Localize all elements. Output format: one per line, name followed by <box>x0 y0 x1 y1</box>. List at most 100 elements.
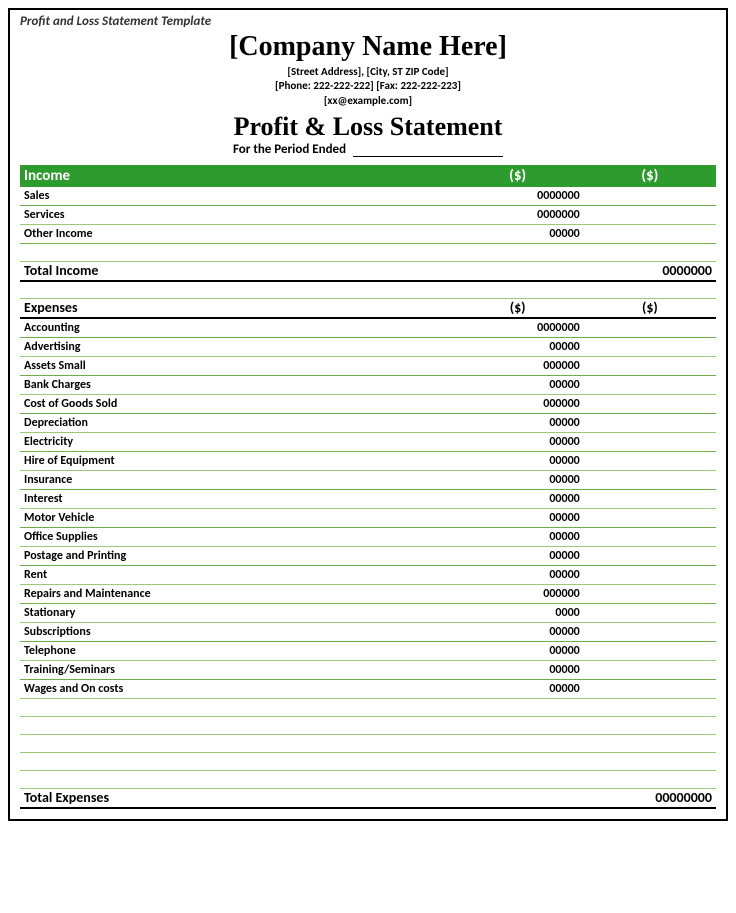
header-block: [Company Name Here] [Street Address], [C… <box>20 31 716 157</box>
expense-row-value: 00000 <box>452 623 584 642</box>
expense-row-value: 00000 <box>452 471 584 490</box>
expense-row: Interest00000 <box>20 490 716 509</box>
income-row-label: Services <box>20 205 452 224</box>
expense-row: Accounting0000000 <box>20 318 716 338</box>
expense-row-value: 00000 <box>452 490 584 509</box>
blank-row <box>20 753 716 771</box>
expense-row: Training/Seminars00000 <box>20 661 716 680</box>
blank-row <box>20 699 716 717</box>
income-row-value: 00000 <box>452 224 584 243</box>
page-frame: Profit and Loss Statement Template [Comp… <box>8 8 728 821</box>
expense-row: Bank Charges00000 <box>20 376 716 395</box>
expense-row-label: Repairs and Maintenance <box>20 585 452 604</box>
expense-row: Advertising00000 <box>20 338 716 357</box>
expense-row-label: Assets Small <box>20 357 452 376</box>
blank-row <box>20 243 716 261</box>
expense-row-label: Postage and Printing <box>20 547 452 566</box>
total-expenses-label: Total Expenses <box>20 789 452 809</box>
expense-row-value: 00000 <box>452 547 584 566</box>
expense-row-value: 000000 <box>452 395 584 414</box>
expense-row: Rent00000 <box>20 566 716 585</box>
expense-row: Subscriptions00000 <box>20 623 716 642</box>
total-income-row: Total Income 0000000 <box>20 261 716 281</box>
expenses-header-label: Expenses <box>20 299 452 319</box>
period-blank[interactable] <box>353 156 503 157</box>
income-row-label: Other Income <box>20 224 452 243</box>
company-name: [Company Name Here] <box>20 31 716 63</box>
total-income-value: 0000000 <box>584 261 716 281</box>
expense-row-value: 00000 <box>452 452 584 471</box>
address-line: [Street Address], [City, ST ZIP Code] <box>20 65 716 79</box>
expense-row-label: Hire of Equipment <box>20 452 452 471</box>
expense-row-label: Subscriptions <box>20 623 452 642</box>
expense-row: Postage and Printing00000 <box>20 547 716 566</box>
expense-row-value: 00000 <box>452 414 584 433</box>
expense-row: Office Supplies00000 <box>20 528 716 547</box>
statement-title: Profit & Loss Statement <box>20 112 716 142</box>
blank-row <box>20 281 716 299</box>
expense-row-label: Electricity <box>20 433 452 452</box>
expense-row: Repairs and Maintenance000000 <box>20 585 716 604</box>
expense-row-value: 00000 <box>452 661 584 680</box>
total-expenses-value: 00000000 <box>584 789 716 809</box>
expense-row-label: Rent <box>20 566 452 585</box>
period-line: For the Period Ended <box>20 142 716 157</box>
expenses-header-row: Expenses($)($) <box>20 299 716 319</box>
expense-row-value: 00000 <box>452 338 584 357</box>
expense-row-label: Advertising <box>20 338 452 357</box>
expense-row: Assets Small000000 <box>20 357 716 376</box>
expense-row-label: Insurance <box>20 471 452 490</box>
expenses-header-col3: ($) <box>584 299 716 319</box>
expense-row-label: Telephone <box>20 642 452 661</box>
income-header-col3: ($) <box>584 165 716 187</box>
blank-row <box>20 717 716 735</box>
expense-row: Telephone00000 <box>20 642 716 661</box>
income-row-label: Sales <box>20 187 452 206</box>
expense-row-label: Training/Seminars <box>20 661 452 680</box>
expense-row-value: 000000 <box>452 585 584 604</box>
expense-row-value: 0000 <box>452 604 584 623</box>
expense-row-value: 00000 <box>452 642 584 661</box>
income-row: Sales0000000 <box>20 187 716 206</box>
expense-row-value: 00000 <box>452 566 584 585</box>
expense-row-value: 00000 <box>452 433 584 452</box>
total-expenses-row: Total Expenses 00000000 <box>20 789 716 809</box>
expense-row-label: Motor Vehicle <box>20 509 452 528</box>
expense-row-label: Stationary <box>20 604 452 623</box>
expense-row-label: Office Supplies <box>20 528 452 547</box>
expenses-header-col2: ($) <box>452 299 584 319</box>
income-header-col2: ($) <box>452 165 584 187</box>
expense-row-label: Accounting <box>20 318 452 338</box>
expense-row: Stationary0000 <box>20 604 716 623</box>
income-row-value: 0000000 <box>452 187 584 206</box>
expense-row-value: 00000 <box>452 376 584 395</box>
expense-row-value: 0000000 <box>452 318 584 338</box>
expense-row-label: Cost of Goods Sold <box>20 395 452 414</box>
expense-row: Electricity00000 <box>20 433 716 452</box>
expense-row: Wages and On costs00000 <box>20 680 716 699</box>
blank-row <box>20 771 716 789</box>
expense-row: Insurance00000 <box>20 471 716 490</box>
income-header-row: Income($)($) <box>20 165 716 187</box>
income-header-label: Income <box>20 165 452 187</box>
expense-row-label: Wages and On costs <box>20 680 452 699</box>
expense-row-value: 00000 <box>452 528 584 547</box>
income-row-value: 0000000 <box>452 205 584 224</box>
income-row: Services0000000 <box>20 205 716 224</box>
expense-row-value: 000000 <box>452 357 584 376</box>
expense-row-label: Depreciation <box>20 414 452 433</box>
statement-table: Income($)($)Sales0000000Services0000000O… <box>20 165 716 810</box>
expense-row-value: 00000 <box>452 680 584 699</box>
phone-fax-line: [Phone: 222-222-222] [Fax: 222-222-223] <box>20 79 716 93</box>
expense-row: Depreciation00000 <box>20 414 716 433</box>
expense-row: Hire of Equipment00000 <box>20 452 716 471</box>
expense-row-label: Bank Charges <box>20 376 452 395</box>
period-label: For the Period Ended <box>233 142 346 157</box>
income-row: Other Income00000 <box>20 224 716 243</box>
document-title: Profit and Loss Statement Template <box>20 14 716 29</box>
email-line: [xx@example.com] <box>20 94 716 108</box>
total-income-label: Total Income <box>20 261 452 281</box>
expense-row-value: 00000 <box>452 509 584 528</box>
expense-row: Motor Vehicle00000 <box>20 509 716 528</box>
blank-row <box>20 735 716 753</box>
